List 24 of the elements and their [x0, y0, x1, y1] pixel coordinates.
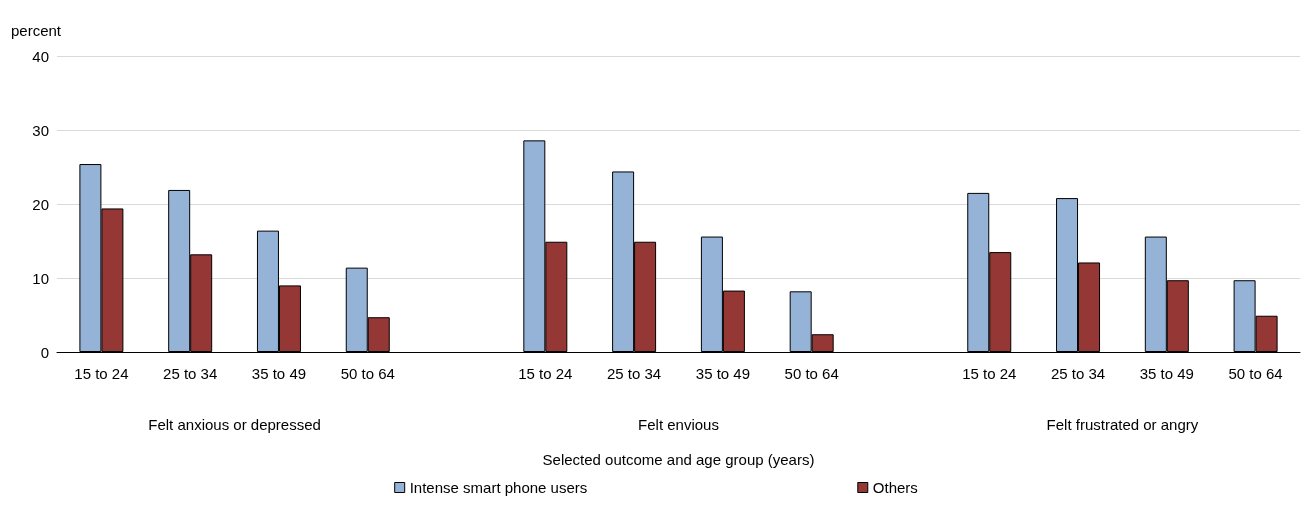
legend-label: Others [872, 479, 918, 496]
y-tick-label: 10 [32, 269, 49, 287]
x-tick-label: 50 to 64 [784, 365, 839, 382]
x-tick-label: 35 to 49 [251, 365, 307, 382]
y-tick-label: 0 [40, 343, 49, 361]
x-tick-label: 15 to 24 [74, 365, 129, 382]
y-axis-title: percent [11, 22, 62, 39]
x-tick-label: 25 to 34 [1050, 365, 1106, 382]
x-tick-label: 15 to 24 [518, 365, 573, 382]
text: Felt anxious or depressed [148, 415, 321, 433]
text: Felt envious [638, 415, 719, 433]
x-tick-label: 50 to 64 [1228, 365, 1283, 382]
x-tick-label: 25 to 34 [163, 365, 218, 382]
text: Felt frustrated or angry [1046, 415, 1199, 433]
x-tick-label: 35 to 49 [695, 365, 750, 382]
x-axis-title: Selected outcome and age group (years) [542, 451, 815, 468]
x-tick-label: 35 to 49 [1139, 365, 1194, 382]
y-tick-label: 40 [32, 47, 49, 65]
legend-label: Intense smart phone users [409, 479, 588, 496]
x-tick-label: 25 to 34 [607, 365, 662, 382]
y-tick-label: 30 [32, 121, 49, 139]
x-tick-label: 15 to 24 [962, 365, 1017, 382]
y-tick-label: 20 [32, 195, 49, 213]
x-tick-label: 50 to 64 [340, 365, 395, 382]
